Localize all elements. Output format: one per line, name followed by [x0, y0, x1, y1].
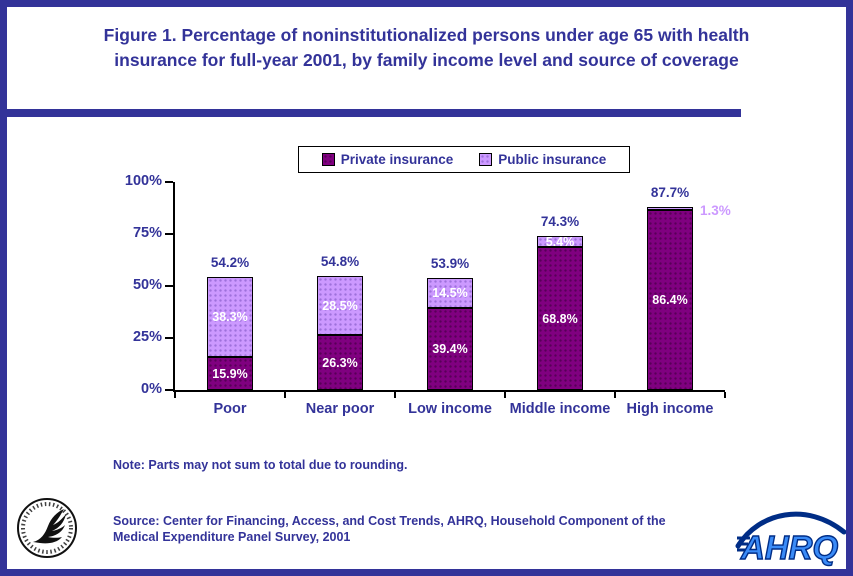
x-axis-category-label: Low income — [408, 401, 492, 417]
legend-item: Private insurance — [321, 152, 454, 167]
total-label: 74.3% — [540, 214, 580, 229]
bar-segment-public — [647, 207, 693, 210]
y-axis-label: 75% — [132, 225, 162, 241]
x-axis-category-label: High income — [626, 401, 714, 417]
y-axis-tick — [165, 181, 173, 183]
ahrq-swoosh-icon — [735, 511, 847, 549]
figure-title-line1: Figure 1. Percentage of noninstitutional… — [103, 25, 750, 45]
legend-label: Private insurance — [340, 152, 454, 167]
public-value-label: 5.4% — [545, 234, 575, 249]
source-text: Source: Center for Financing, Access, an… — [113, 513, 666, 545]
hhs-seal-text-ring — [21, 502, 73, 554]
bar-segment-private — [427, 308, 473, 390]
ahrq-logo-text: AHRQ — [740, 529, 838, 566]
bar-segment-public — [207, 277, 253, 357]
private-value-label: 39.4% — [432, 342, 468, 356]
y-axis-line — [173, 182, 175, 392]
private-insurance-swatch — [321, 153, 335, 166]
bar-segment-private — [537, 247, 583, 390]
y-axis-tick — [165, 389, 173, 391]
total-label: 54.8% — [320, 254, 360, 269]
title-divider-bar — [0, 109, 741, 117]
y-axis-label: 0% — [141, 381, 162, 397]
x-axis-line — [173, 390, 725, 392]
bar-segment-private — [317, 335, 363, 390]
public-value-label: 14.5% — [432, 286, 468, 300]
hhs-seal-ring — [17, 498, 77, 558]
y-axis-label: 50% — [132, 277, 162, 293]
total-label: 53.9% — [430, 256, 470, 271]
hhs-seal-logo — [17, 498, 77, 558]
x-axis-category-label: Middle income — [509, 401, 611, 417]
public-insurance-swatch — [479, 153, 493, 166]
public-value-label: 28.5% — [322, 298, 358, 313]
private-value-label: 15.9% — [212, 366, 248, 381]
y-axis-tick — [165, 285, 173, 287]
private-value-label: 86.4% — [652, 293, 688, 307]
source-line2: Medical Expenditure Panel Survey, 2001 — [113, 530, 351, 544]
note-text: Note: Parts may not sum to total due to … — [113, 458, 408, 472]
y-axis-label: 25% — [132, 329, 162, 345]
legend-label: Public insurance — [498, 152, 607, 167]
bar-segment-public — [427, 278, 473, 308]
bar-segment-private — [207, 357, 253, 390]
figure-title-line2: insurance for full-year 2001, by family … — [114, 50, 739, 70]
x-axis-tick — [724, 392, 726, 398]
x-axis-tick — [174, 392, 176, 398]
source-line1: Source: Center for Financing, Access, an… — [113, 514, 666, 528]
chart-legend: Private insurance Public insurance — [298, 146, 630, 173]
y-axis-label: 100% — [124, 173, 162, 189]
bar-segment-public — [317, 276, 363, 335]
public-value-label: 38.3% — [212, 310, 248, 324]
bar-segment-private — [647, 210, 693, 390]
legend-item: Public insurance — [479, 152, 606, 167]
hhs-eagle-icon — [33, 509, 66, 544]
x-axis-tick — [504, 392, 506, 398]
x-axis-category-label: Near poor — [305, 401, 375, 417]
public-value-label-outside: 1.3% — [700, 203, 731, 218]
x-axis-tick — [614, 392, 616, 398]
x-axis-tick — [394, 392, 396, 398]
total-label: 87.7% — [650, 185, 690, 200]
private-value-label: 26.3% — [322, 355, 358, 370]
private-value-label: 68.8% — [542, 311, 578, 326]
ahrq-speed-lines-icon — [737, 536, 750, 552]
figure-title: Figure 1. Percentage of noninstitutional… — [0, 23, 853, 73]
x-axis-category-label: Poor — [213, 401, 247, 417]
total-label: 54.2% — [210, 255, 250, 270]
ahrq-logo: AHRQ — [735, 511, 847, 567]
x-axis-tick — [284, 392, 286, 398]
y-axis-tick — [165, 233, 173, 235]
y-axis-tick — [165, 337, 173, 339]
bar-segment-public — [537, 236, 583, 247]
